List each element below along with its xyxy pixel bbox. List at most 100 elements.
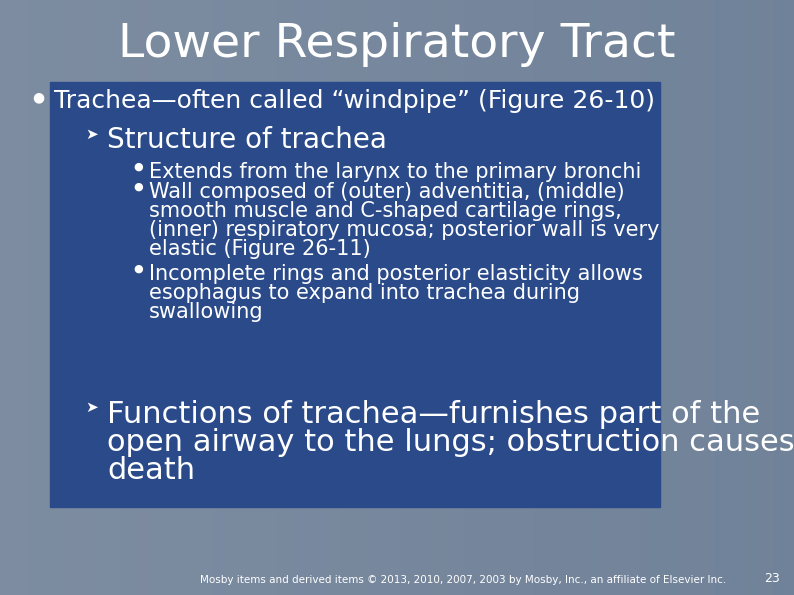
Bar xyxy=(765,0,769,595)
Bar xyxy=(542,0,546,595)
Bar xyxy=(252,0,255,595)
Bar xyxy=(244,0,247,595)
Bar xyxy=(185,0,189,595)
Bar xyxy=(725,0,729,595)
Bar xyxy=(328,0,332,595)
Bar xyxy=(553,0,557,595)
Bar xyxy=(74,0,78,595)
Bar xyxy=(466,0,469,595)
Bar xyxy=(82,0,86,595)
Bar xyxy=(260,0,263,595)
Bar xyxy=(516,0,520,595)
Bar xyxy=(391,0,395,595)
Bar xyxy=(603,0,607,595)
Bar xyxy=(476,0,480,595)
Text: Wall composed of (outer) adventitia, (middle): Wall composed of (outer) adventitia, (mi… xyxy=(149,182,625,202)
Bar xyxy=(280,0,284,595)
Bar xyxy=(524,0,528,595)
Bar xyxy=(159,0,163,595)
Bar xyxy=(545,0,549,595)
Bar xyxy=(683,0,687,595)
Bar xyxy=(352,0,356,595)
Bar xyxy=(442,0,445,595)
Bar xyxy=(538,0,541,595)
Bar xyxy=(272,0,276,595)
Bar xyxy=(651,0,655,595)
Bar xyxy=(487,0,491,595)
Bar xyxy=(233,0,237,595)
Bar xyxy=(688,0,692,595)
Bar xyxy=(653,0,657,595)
Bar xyxy=(93,0,96,595)
Bar xyxy=(141,0,144,595)
Bar xyxy=(214,0,218,595)
Bar xyxy=(548,0,552,595)
Bar xyxy=(61,0,64,595)
Bar xyxy=(566,0,570,595)
Text: ●: ● xyxy=(133,162,143,172)
Bar xyxy=(518,0,522,595)
Bar xyxy=(786,0,790,595)
Bar xyxy=(204,0,207,595)
Text: death: death xyxy=(107,456,195,485)
Bar xyxy=(10,0,14,595)
Bar xyxy=(749,0,753,595)
Bar xyxy=(278,0,282,595)
Bar xyxy=(484,0,488,595)
Bar xyxy=(667,0,671,595)
Bar xyxy=(365,0,369,595)
Bar xyxy=(16,0,20,595)
Bar xyxy=(577,0,580,595)
Bar xyxy=(564,0,568,595)
Bar xyxy=(24,0,28,595)
Bar xyxy=(627,0,631,595)
Bar xyxy=(691,0,695,595)
Bar xyxy=(423,0,427,595)
Bar xyxy=(609,0,612,595)
Bar xyxy=(169,0,173,595)
Bar xyxy=(129,0,133,595)
Bar xyxy=(736,0,739,595)
Bar xyxy=(776,0,779,595)
Text: elastic (Figure 26-11): elastic (Figure 26-11) xyxy=(149,239,371,259)
Bar xyxy=(757,0,761,595)
Bar xyxy=(26,0,30,595)
Bar xyxy=(8,0,12,595)
Bar xyxy=(431,0,435,595)
Bar xyxy=(69,0,72,595)
Bar xyxy=(699,0,703,595)
Bar xyxy=(6,0,9,595)
Bar xyxy=(106,0,110,595)
Bar xyxy=(133,0,136,595)
Bar xyxy=(760,0,763,595)
Bar xyxy=(526,0,530,595)
Bar xyxy=(455,0,459,595)
Bar xyxy=(137,0,141,595)
Bar xyxy=(540,0,544,595)
Text: Lower Respiratory Tract: Lower Respiratory Tract xyxy=(118,22,676,67)
Bar xyxy=(312,0,316,595)
Bar xyxy=(363,0,366,595)
Text: 23: 23 xyxy=(765,572,780,585)
Bar xyxy=(439,0,443,595)
Bar xyxy=(196,0,199,595)
Bar xyxy=(50,82,660,507)
Bar xyxy=(479,0,483,595)
Bar xyxy=(117,0,120,595)
Bar xyxy=(90,0,94,595)
Bar xyxy=(643,0,647,595)
Bar xyxy=(445,0,449,595)
Bar xyxy=(209,0,213,595)
Bar xyxy=(614,0,618,595)
Bar xyxy=(611,0,615,595)
Bar xyxy=(50,0,54,595)
Bar xyxy=(471,0,475,595)
Bar xyxy=(492,0,496,595)
Bar xyxy=(461,0,464,595)
Bar xyxy=(307,0,310,595)
Text: Functions of trachea—furnishes part of the: Functions of trachea—furnishes part of t… xyxy=(107,400,760,429)
Bar xyxy=(511,0,515,595)
Bar xyxy=(619,0,623,595)
Text: Structure of trachea: Structure of trachea xyxy=(107,126,387,154)
Bar xyxy=(447,0,451,595)
